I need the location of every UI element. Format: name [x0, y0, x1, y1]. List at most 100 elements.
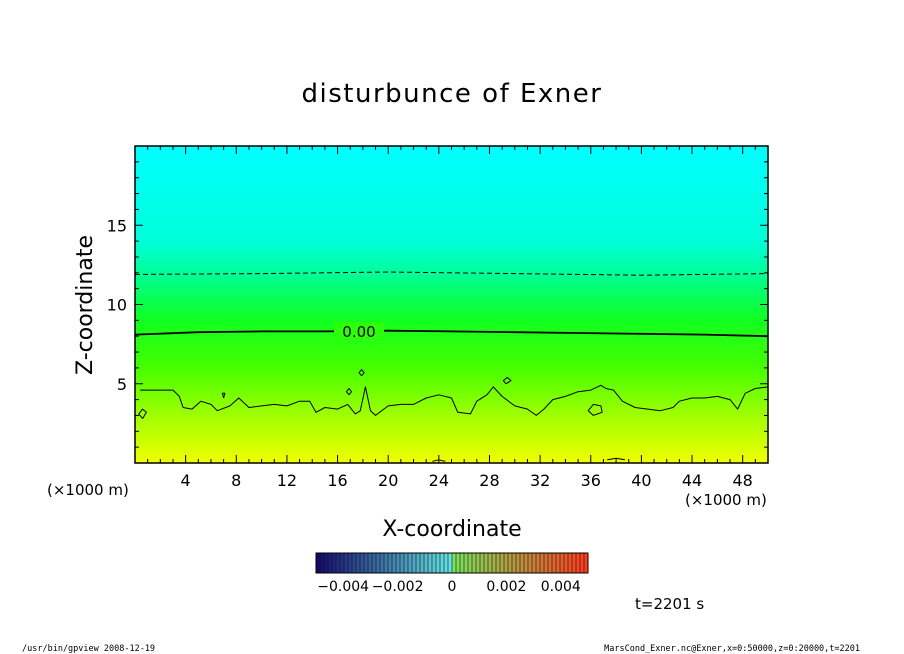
colorbar-cell: [396, 553, 401, 573]
colorbar-cell: [556, 553, 561, 573]
x-tick-label: 24: [429, 471, 449, 490]
chart-title: disturbunce of Exner: [302, 79, 603, 109]
colorbar-cell: [348, 553, 353, 573]
colorbar-cell: [548, 553, 553, 573]
colorbar: −0.004 −0.002 0 0.002 0.004: [315, 552, 589, 595]
contour-line: [607, 457, 625, 461]
x-axis-label: X-coordinate: [382, 517, 521, 542]
colorbar-frame: [315, 552, 589, 574]
colorbar-cell: [376, 553, 381, 573]
colorbar-cell: [452, 553, 457, 573]
colorbar-cell: [584, 553, 589, 573]
colorbar-cell: [332, 553, 337, 573]
colorbar-cell: [368, 553, 373, 573]
x-unit-left: (×1000 m): [47, 481, 129, 499]
x-tick-label: 12: [277, 471, 297, 490]
colorbar-cell: [440, 553, 445, 573]
colorbar-cell: [316, 553, 321, 573]
field-fill: [135, 146, 768, 463]
contour-line: [135, 271, 768, 276]
colorbar-cell: [320, 553, 325, 573]
colorbar-cell: [344, 553, 349, 573]
colorbar-tick-label: −0.004: [317, 579, 369, 595]
footer-right: MarsCond_Exner.nc@Exner,x=0:50000,z=0:20…: [604, 644, 860, 654]
colorbar-cell: [516, 553, 521, 573]
colorbar-cell: [388, 553, 393, 573]
contour-line: [345, 388, 352, 396]
colorbar-cell: [400, 553, 405, 573]
colorbar-cell: [568, 553, 573, 573]
colorbar-cell: [336, 553, 341, 573]
y-tick-label: 10: [107, 296, 127, 315]
colorbar-tick-label: −0.002: [372, 579, 424, 595]
colorbar-cell: [576, 553, 581, 573]
colorbar-labels: −0.004 −0.002 0 0.002 0.004: [317, 579, 581, 595]
x-tick-label: 36: [581, 471, 601, 490]
colorbar-cell: [468, 553, 473, 573]
colorbar-cell: [412, 553, 417, 573]
colorbar-fill: [315, 553, 589, 573]
colorbar-cell: [380, 553, 385, 573]
colorbar-cell: [472, 553, 477, 573]
contour-label: 0.00: [342, 323, 375, 341]
x-tick-label: 32: [530, 471, 550, 490]
colorbar-cell: [528, 553, 533, 573]
colorbar-cell: [360, 553, 365, 573]
colorbar-cell: [372, 553, 377, 573]
colorbar-cell: [420, 553, 425, 573]
contour-line: [502, 376, 512, 385]
colorbar-cell: [524, 553, 529, 573]
colorbar-cell: [504, 553, 509, 573]
colorbar-cell: [520, 553, 525, 573]
colorbar-cell: [364, 553, 369, 573]
colorbar-cell: [424, 553, 429, 573]
colorbar-cell: [340, 553, 345, 573]
colorbar-cell: [328, 553, 333, 573]
contour-line: [587, 403, 603, 416]
contour-line: [358, 369, 365, 377]
colorbar-cell: [444, 553, 449, 573]
colorbar-tick-label: 0.002: [486, 579, 526, 595]
time-label: t=2201 s: [635, 595, 704, 613]
colorbar-cell: [408, 553, 413, 573]
contour-line: [138, 408, 147, 419]
colorbar-tick-label: 0.004: [541, 579, 581, 595]
colorbar-cell: [492, 553, 497, 573]
colorbar-cell: [480, 553, 485, 573]
colorbar-cell: [488, 553, 493, 573]
colorbar-cell: [324, 553, 329, 573]
colorbar-cell: [540, 553, 545, 573]
x-tick-label: 4: [181, 471, 191, 490]
colorbar-cell: [484, 553, 489, 573]
x-tick-label: 8: [231, 471, 241, 490]
colorbar-cell: [512, 553, 517, 573]
colorbar-cell: [496, 553, 501, 573]
colorbar-cell: [564, 553, 569, 573]
colorbar-cell: [580, 553, 585, 573]
colorbar-tick-label: 0: [448, 579, 457, 595]
colorbar-cell: [508, 553, 513, 573]
colorbar-cell: [544, 553, 549, 573]
colorbar-cell: [532, 553, 537, 573]
colorbar-cell: [552, 553, 557, 573]
colorbar-cell: [384, 553, 389, 573]
contour-line: [221, 392, 226, 399]
x-tick-label: 16: [327, 471, 347, 490]
colorbar-cell: [456, 553, 461, 573]
colorbar-cell: [572, 553, 577, 573]
x-tick-label: 20: [378, 471, 398, 490]
colorbar-cell: [356, 553, 361, 573]
x-tick-label: 44: [682, 471, 702, 490]
colorbar-cell: [352, 553, 357, 573]
contour-line: [140, 384, 768, 416]
x-tick-label: 48: [733, 471, 753, 490]
footer-left: /usr/bin/gpview 2008-12-19: [22, 644, 155, 654]
colorbar-cell: [560, 553, 565, 573]
colorbar-cell: [460, 553, 465, 573]
colorbar-cell: [464, 553, 469, 573]
colorbar-cell: [476, 553, 481, 573]
colorbar-cell: [500, 553, 505, 573]
